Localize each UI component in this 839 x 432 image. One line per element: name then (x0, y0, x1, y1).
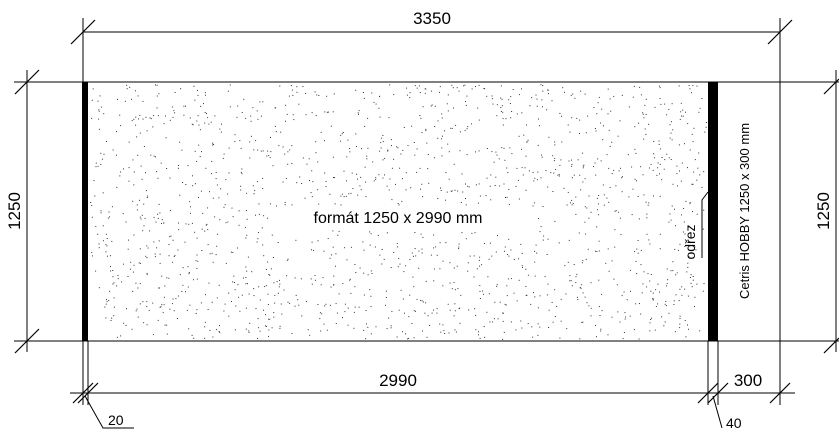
overall-width-label: 3350 (413, 9, 451, 28)
cut-width-label: 40 (726, 415, 742, 431)
dimension-bottom-chain: 2990 300 (70, 341, 795, 405)
cut-strip (708, 82, 718, 341)
strip-label: Cetris HOBBY 1250 x 300 mm (737, 123, 752, 299)
main-board-label: formát 1250 x 2990 mm (314, 210, 483, 227)
cut-annotation-label: odřez (682, 224, 698, 259)
height-right-label: 1250 (814, 192, 833, 230)
height-left-label: 1250 (5, 192, 24, 230)
edge-left-label: 20 (108, 412, 124, 428)
dimension-overall-width: 3350 (70, 9, 793, 82)
concrete-texture (90, 84, 707, 340)
board-width-label: 2990 (379, 371, 417, 390)
dimension-height-left: 1250 (5, 69, 83, 354)
left-edge-strip (82, 82, 88, 341)
leader-cut-annotation: odřez (682, 191, 709, 260)
dimension-height-right: 1250 (780, 70, 839, 354)
leader-edge-20: 20 (84, 395, 134, 429)
strip-width-label: 300 (734, 371, 762, 390)
leader-cut-40: 40 (712, 395, 742, 431)
